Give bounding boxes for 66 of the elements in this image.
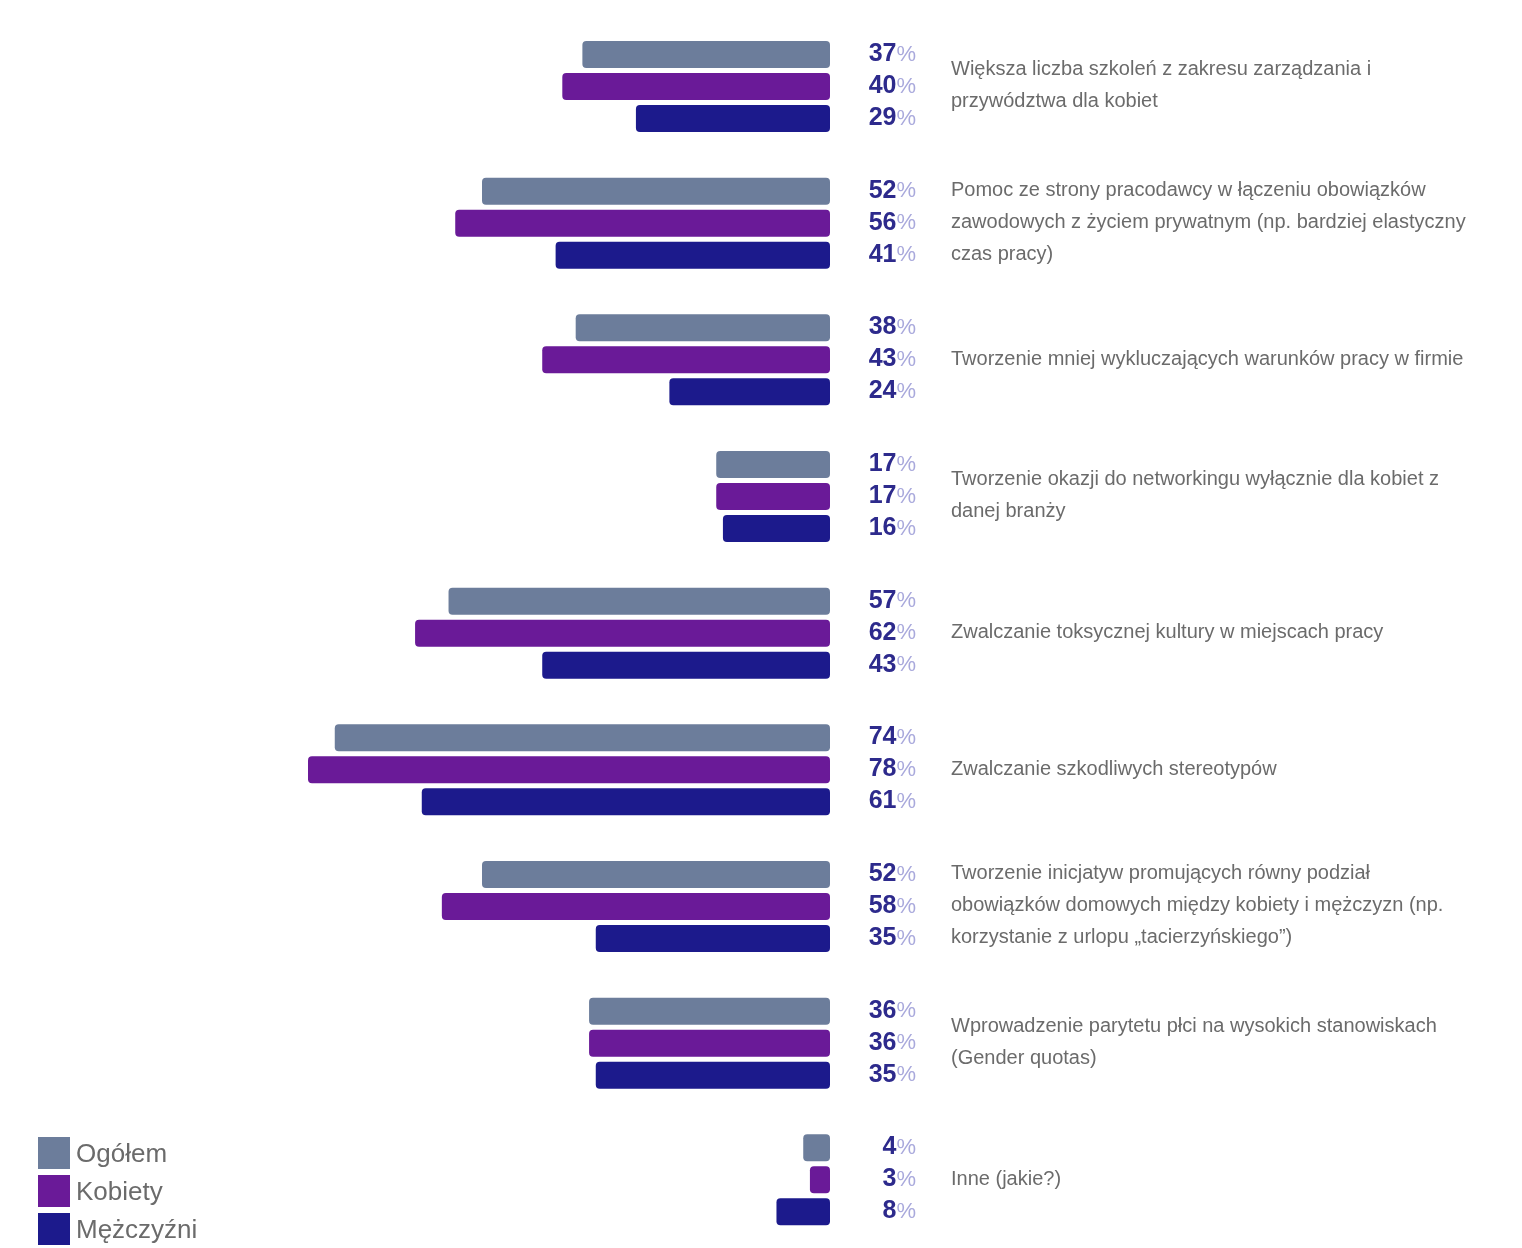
bar: [542, 651, 830, 679]
y-tick-label: Zwalczanie szkodliwych stereotypów: [951, 756, 1278, 779]
data-label: 41%: [868, 238, 916, 267]
data-label: 17%: [868, 448, 916, 477]
data-label: 37%: [868, 38, 916, 67]
data-label: 74%: [868, 721, 916, 750]
data-label: 3%: [882, 1163, 916, 1192]
data-label: 16%: [868, 512, 916, 541]
data-label: 52%: [868, 174, 916, 203]
y-tick-label: Tworzenie inicjatyw promujących równy podział obowiązków domowych między kobiety i mężczyzn (np. korzystanie z urlopu „tacierzyńskiego”): [951, 861, 1444, 948]
data-label: 57%: [868, 584, 916, 613]
bar: [776, 1198, 830, 1226]
data-label: 43%: [868, 343, 916, 372]
data-label: 43%: [868, 648, 916, 677]
y-tick-label: Pomoc ze strony pracodawcy w łączeniu obowiązków zawodowych z życiem prywatnym (np. bardziej elastyczny czas pracy): [951, 178, 1466, 265]
bar: [582, 41, 830, 68]
y-tick-label: Zwalczanie toksycznej kultury w miejscach pracy: [951, 620, 1384, 643]
data-label: 36%: [868, 994, 916, 1023]
bar: [589, 1029, 830, 1057]
bar: [562, 73, 830, 100]
legend-label: Kobiety: [76, 1175, 163, 1207]
bar: [716, 451, 830, 478]
bar: [575, 314, 830, 342]
y-tick-label: Inne (jakie?): [951, 1166, 1062, 1189]
bar: [448, 587, 830, 615]
bar: [555, 241, 830, 269]
legend-label: Mężczyźni: [76, 1213, 198, 1245]
bar: [595, 1061, 830, 1089]
bar: [455, 209, 830, 237]
data-label: 24%: [868, 375, 916, 404]
bar: [716, 483, 830, 510]
bar: [809, 1166, 830, 1194]
data-label: 40%: [868, 70, 916, 99]
data-label: 78%: [868, 753, 916, 782]
bar: [308, 756, 830, 784]
bar: [595, 925, 830, 952]
data-label: 17%: [868, 480, 916, 509]
y-tick-label: Tworzenie mniej wykluczających warunków pracy w firmie: [951, 346, 1464, 369]
bar: [635, 105, 830, 132]
data-label: 35%: [868, 1058, 916, 1087]
bar: [334, 724, 830, 752]
data-label: 56%: [868, 206, 916, 235]
bar: [415, 619, 830, 647]
data-label: 38%: [868, 311, 916, 340]
data-label: 36%: [868, 1026, 916, 1055]
data-label: 52%: [868, 858, 916, 887]
bar: [542, 346, 830, 374]
data-label: 8%: [882, 1195, 916, 1224]
y-tick-label: Tworzenie okazji do networkingu wyłącznie dla kobiet z danej branży: [951, 467, 1440, 522]
bar: [421, 788, 830, 816]
data-label: 62%: [868, 616, 916, 645]
data-label: 58%: [868, 890, 916, 919]
data-label: 35%: [868, 922, 916, 951]
bar: [669, 378, 830, 406]
y-tick-label: Większa liczba szkoleń z zakresu zarządzania i przywództwa dla kobiet: [951, 57, 1372, 112]
bar: [722, 515, 830, 542]
bar: [441, 893, 830, 920]
bar: [589, 997, 830, 1025]
legend-label: Ogółem: [76, 1137, 168, 1169]
bar: [482, 177, 830, 205]
bar: [803, 1134, 830, 1162]
y-tick-label: Wprowadzenie parytetu płci na wysokich stanowiskach (Gender quotas): [951, 1014, 1437, 1069]
data-label: 61%: [868, 785, 916, 814]
bar: [482, 861, 830, 888]
data-label: 29%: [868, 102, 916, 131]
data-label: 4%: [882, 1131, 916, 1160]
